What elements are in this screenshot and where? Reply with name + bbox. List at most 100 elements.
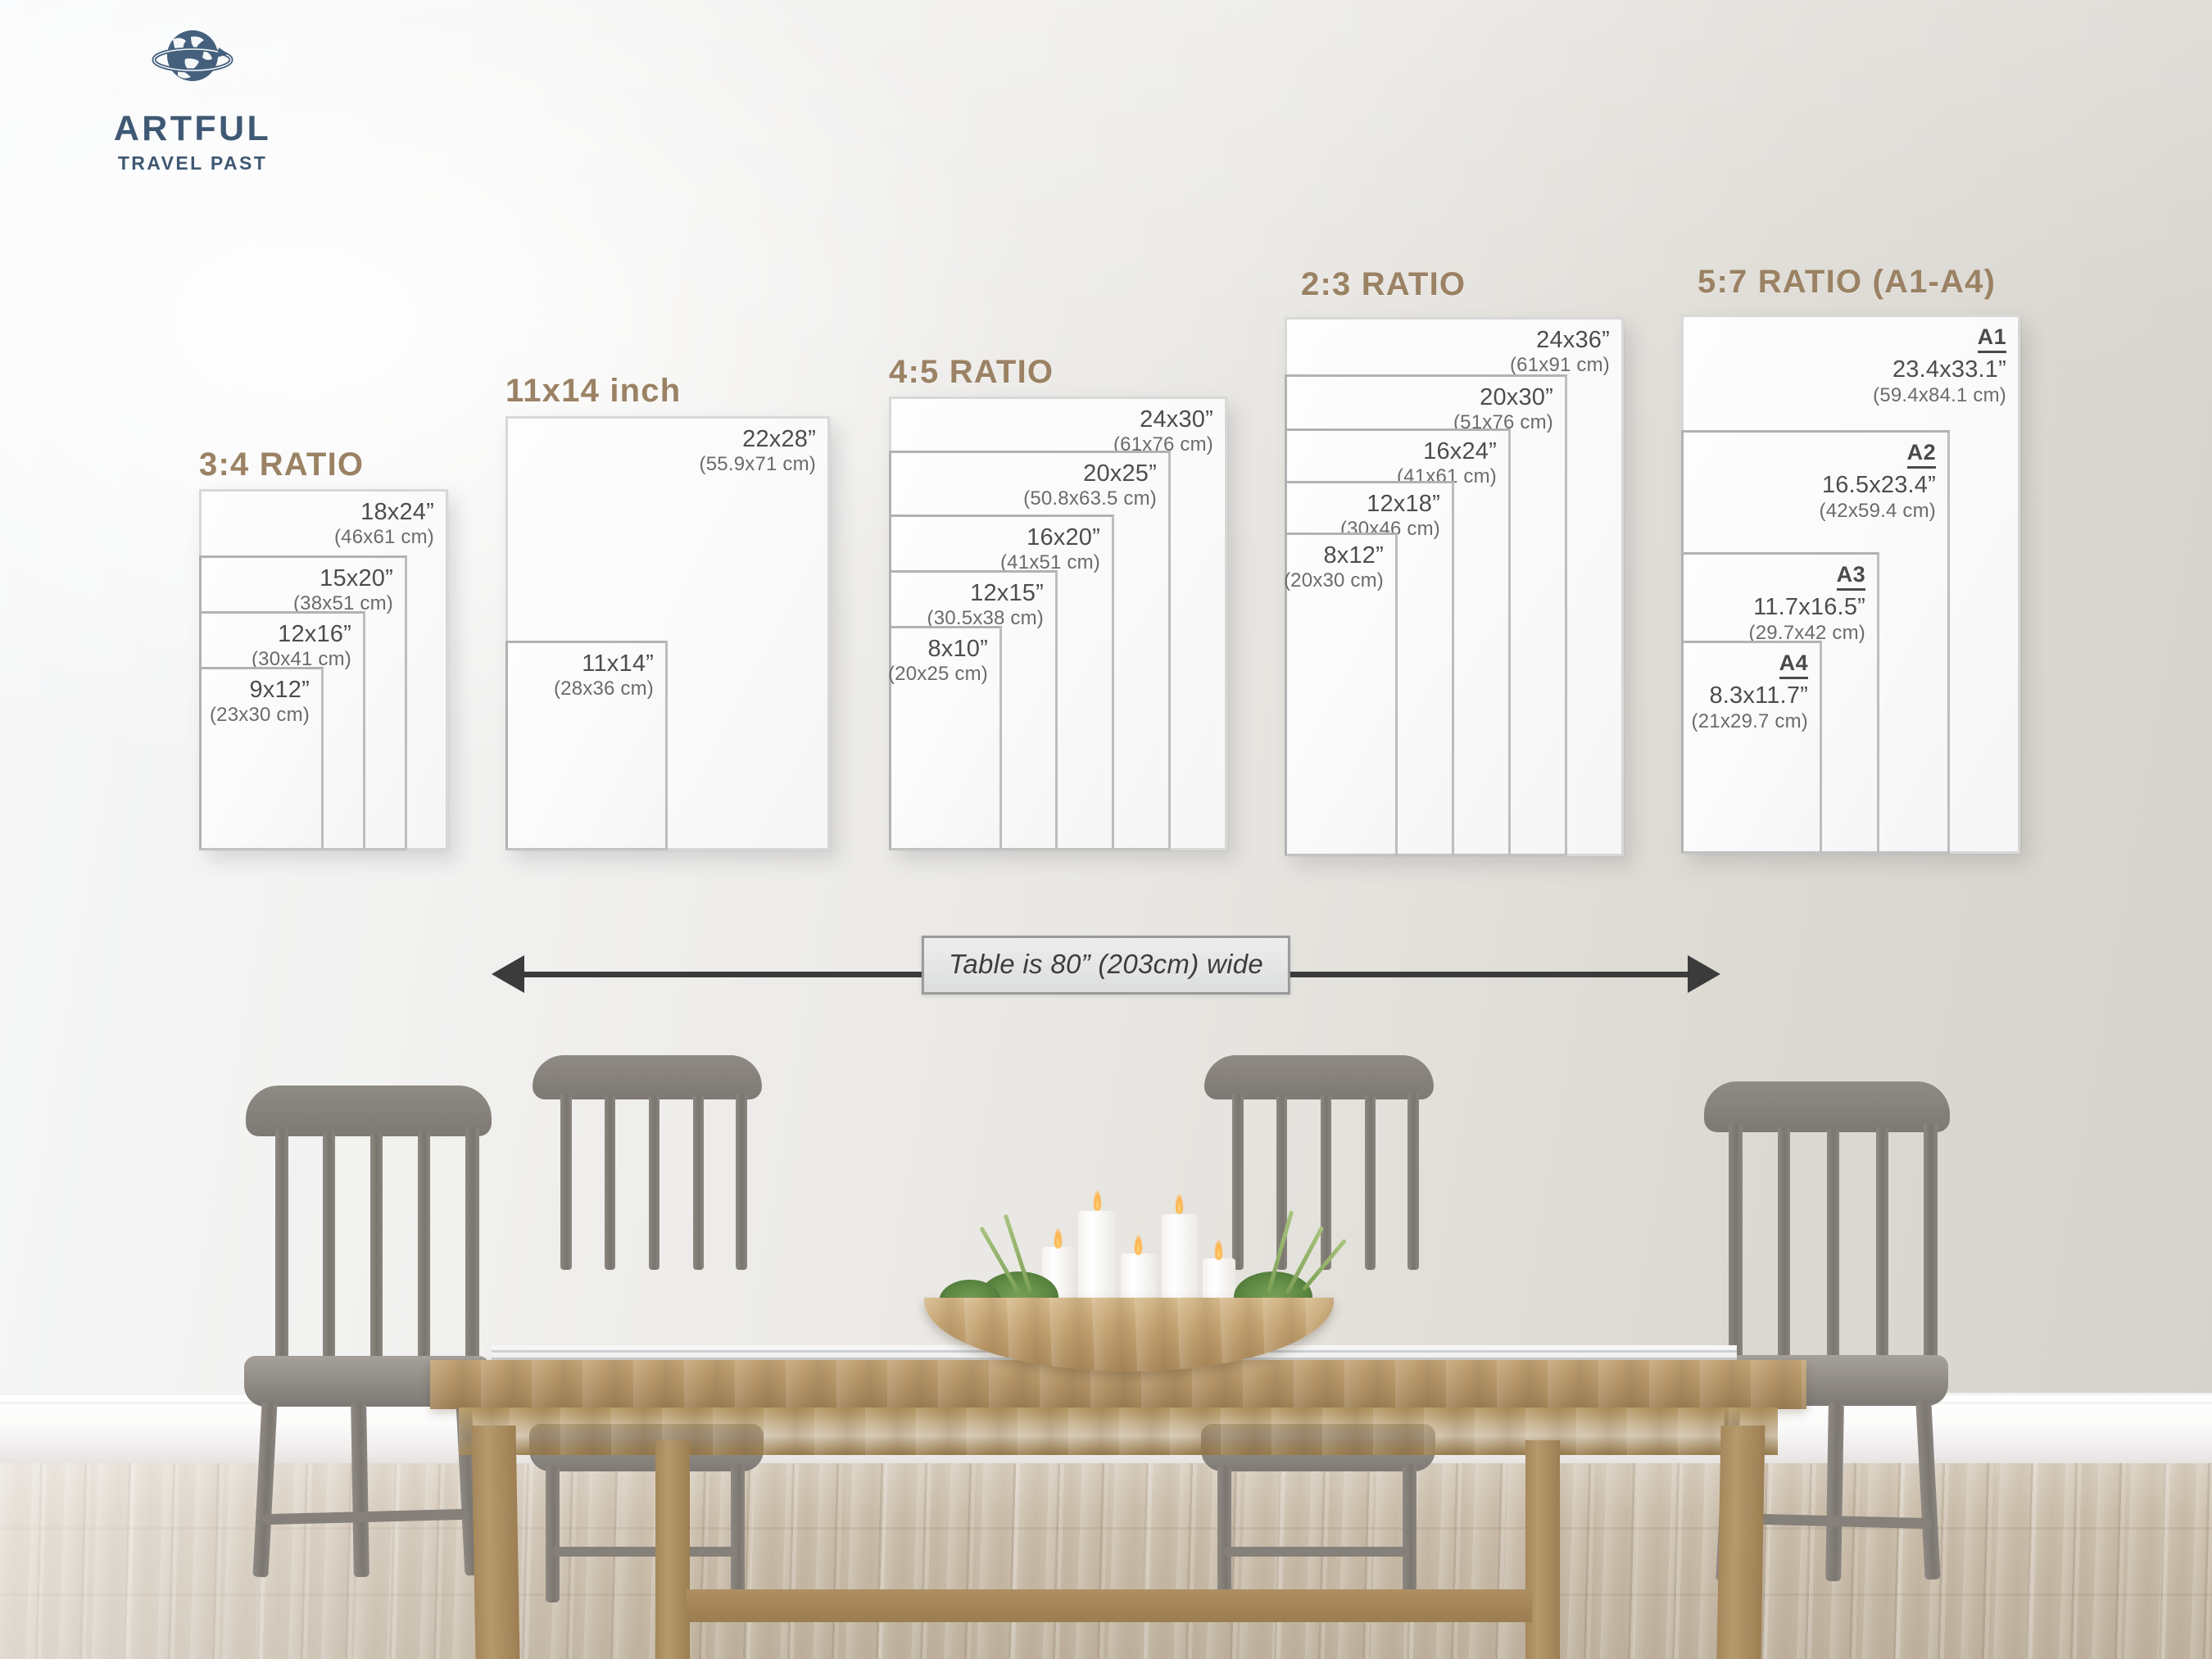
size-inches: 16x20” — [1027, 524, 1100, 551]
chair-spindle — [465, 1126, 479, 1366]
group-title: 3:4 RATIO — [199, 446, 365, 483]
brand-logo: ARTFUL TRAVEL PAST — [57, 23, 328, 173]
group-title: 5:7 RATIO (A1-A4) — [1698, 264, 1997, 300]
chair-leg — [1217, 1465, 1231, 1602]
size-panel-label: 20x30” (51x76 cm) — [1453, 384, 1553, 434]
measure-caption: Table is 80” (203cm) wide — [948, 949, 1264, 979]
globe-orbit-icon — [152, 30, 233, 81]
size-inches: 20x30” — [1480, 384, 1553, 410]
size-panel-label: 15x20” (38x51 cm) — [293, 565, 393, 615]
size-panel-label: 22x28” (55.9x71 cm) — [700, 426, 816, 476]
size-inches: 12x16” — [278, 621, 351, 647]
size-cm: (30.5x38 cm) — [927, 607, 1044, 630]
size-cm: (55.9x71 cm) — [699, 453, 816, 476]
size-inches: 18x24” — [360, 499, 434, 525]
size-cm: (42x59.4 cm) — [1819, 499, 1936, 522]
size-inches: 23.4x33.1” — [1892, 356, 2006, 383]
size-panel-label: 12x15” (30.5x38 cm) — [927, 580, 1044, 630]
size-cm: (41x51 cm) — [999, 551, 1100, 574]
chair-spindle — [275, 1128, 288, 1366]
chair-stretcher — [1224, 1547, 1409, 1557]
chair-spindle — [1321, 1095, 1331, 1270]
size-panel[interactable]: A4 8.3x11.7” (21x29.7 cm) — [1681, 641, 1822, 854]
size-inches: 15x20” — [320, 565, 393, 592]
size-panel[interactable]: 22x28” (55.9x71 cm) — [505, 416, 830, 850]
chair-spindle — [649, 1095, 660, 1270]
chair-leg — [1403, 1465, 1416, 1602]
candle-flame — [1175, 1193, 1184, 1214]
size-inches: 16.5x23.4” — [1821, 472, 1936, 499]
chair-spindle — [1924, 1122, 1938, 1363]
size-code: A3 — [1836, 562, 1865, 592]
size-panel[interactable]: 8x12” (20x30 cm) — [1284, 533, 1398, 856]
chair-spindle — [1876, 1127, 1888, 1362]
size-panel-label: 20x25” (50.8x63.5 cm) — [1023, 460, 1157, 510]
size-group-5-7: 5:7 RATIO (A1-A4) A1 23.4x33.1” (59.4x84… — [1681, 264, 2058, 854]
size-cm: (20x30 cm) — [1283, 569, 1384, 592]
size-group-3-4: 3:4 RATIO 18x24” (46x61 cm) 15x20” (38x5… — [199, 446, 469, 856]
size-inches: 11x14” — [582, 650, 654, 677]
table-leg — [471, 1426, 520, 1659]
size-panel-label: A2 16.5x23.4” (42x59.4 cm) — [1820, 440, 1936, 523]
chair-leg — [546, 1465, 560, 1602]
chair-spindle — [370, 1133, 383, 1362]
size-cm: (20x25 cm) — [887, 663, 988, 686]
size-inches: 20x25” — [1083, 460, 1157, 487]
size-inches: 11.7x16.5” — [1753, 594, 1865, 621]
chair-leg — [351, 1403, 369, 1578]
table-leg — [655, 1440, 690, 1659]
group-title: 2:3 RATIO — [1301, 266, 1466, 302]
chair-spindle — [418, 1131, 430, 1362]
chair-spindle — [1778, 1127, 1790, 1362]
size-panel-label: 12x16” (30x41 cm) — [252, 621, 351, 671]
size-panel-label: 9x12” (23x30 cm) — [210, 677, 310, 727]
candle-flame — [1134, 1234, 1143, 1255]
chair-back-rail — [1204, 1055, 1434, 1099]
size-code: A1 — [1977, 324, 2006, 354]
size-inches: 22x28” — [742, 426, 816, 452]
size-inches: 12x15” — [970, 580, 1044, 606]
size-inches: 8x10” — [927, 636, 988, 662]
chair-left — [238, 1086, 500, 1578]
floor-light-pool — [0, 1463, 901, 1659]
chair-spindle — [1729, 1124, 1743, 1363]
size-panel[interactable]: 11x14” (28x36 cm) — [505, 641, 668, 850]
table-leg — [1525, 1440, 1560, 1659]
brand-name-primary: ARTFUL — [113, 109, 272, 148]
size-cm: (50.8x63.5 cm) — [1023, 487, 1157, 510]
candle-flame — [1214, 1239, 1223, 1260]
size-cm: (28x36 cm) — [553, 678, 654, 700]
size-panel-label: 8x12” (20x30 cm) — [1284, 542, 1384, 592]
arrow-left-icon — [492, 955, 524, 993]
chair-spindle — [1365, 1095, 1376, 1270]
size-cm: (21x29.7 cm) — [1691, 709, 1808, 732]
size-panel[interactable]: 9x12” (23x30 cm) — [199, 667, 324, 850]
chair-back-rail — [533, 1055, 762, 1099]
size-panel-label: 8x10” (20x25 cm) — [888, 636, 988, 686]
chair-back-rail — [246, 1086, 492, 1136]
chair-leg — [731, 1465, 745, 1602]
size-inches: 8.3x11.7” — [1709, 682, 1808, 709]
size-panel-label: A3 11.7x16.5” (29.7x42 cm) — [1749, 562, 1865, 645]
size-panel-label: 24x30” (61x76 cm) — [1113, 406, 1213, 456]
chair-spindle — [323, 1131, 335, 1362]
chair-stretcher — [552, 1547, 737, 1557]
chair-spindle — [693, 1095, 704, 1270]
size-panel-label: A1 23.4x33.1” (59.4x84.1 cm) — [1873, 324, 2006, 407]
size-group-11x14: 11x14 inch 22x28” (55.9x71 cm) 11x14” (2… — [505, 373, 850, 856]
chair-spindle — [560, 1093, 572, 1270]
chair-spindle — [1827, 1129, 1839, 1362]
size-cm: (38x51 cm) — [292, 592, 393, 615]
candle-flame — [1054, 1227, 1063, 1249]
size-panel[interactable]: 8x10” (20x25 cm) — [888, 626, 1002, 850]
arrow-right-icon — [1688, 955, 1720, 993]
chair-leg — [1825, 1402, 1844, 1582]
chair-spindle — [736, 1093, 747, 1270]
size-panel-label: 18x24” (46x61 cm) — [334, 499, 434, 549]
size-cm: (23x30 cm) — [209, 704, 310, 727]
dining-room-furniture — [0, 967, 2212, 1659]
size-group-2-3: 2:3 RATIO 24x36” (61x91 cm) 20x30” (51x7… — [1284, 266, 1637, 856]
size-panel-label: A4 8.3x11.7” (21x29.7 cm) — [1692, 650, 1808, 733]
group-title: 11x14 inch — [505, 373, 682, 409]
